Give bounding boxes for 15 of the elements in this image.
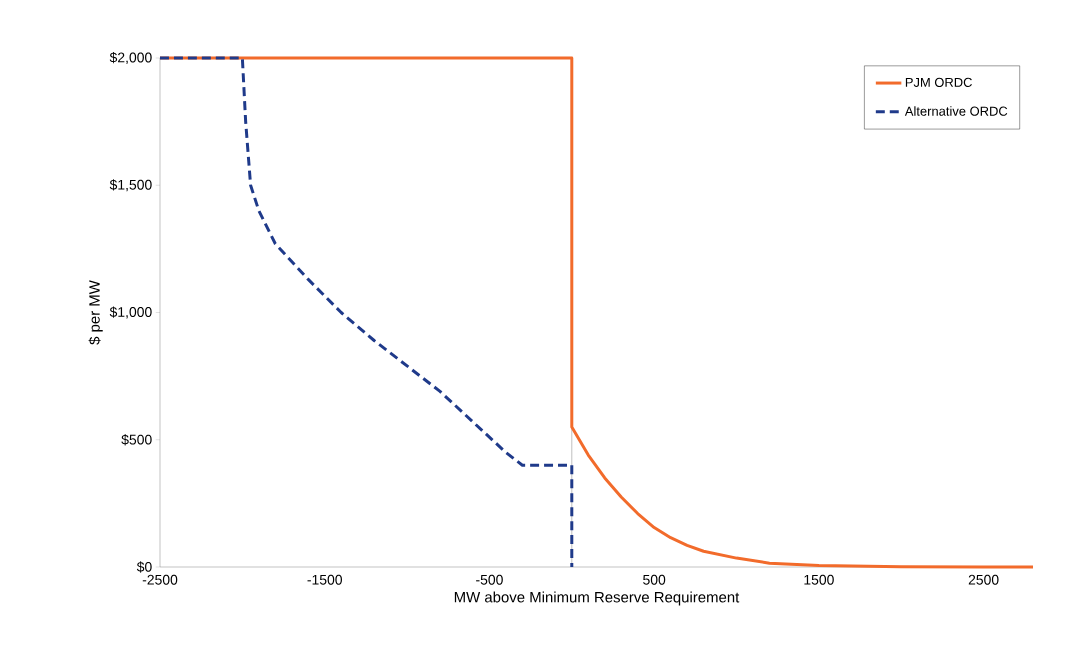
x-tick-label: 2500 [968,574,999,585]
legend-label: PJM ORDC [905,77,972,87]
y-tick-label: $1,500 [109,179,152,192]
x-tick-label: -1500 [307,574,343,585]
x-tick-label: 500 [643,574,666,585]
y-tick-label: $500 [121,434,152,446]
y-axis-title: $ per MW [88,280,103,345]
y-tick-label: $2,000 [109,51,152,65]
legend-label: Alternative ORDC [904,106,1008,116]
y-tick-label: $1,000 [109,306,152,319]
x-axis-title: MW above Minimum Reserve Requirement [454,591,740,606]
x-tick-label: -2500 [142,574,178,585]
y-tick-label: $0 [136,561,152,573]
x-tick-label: 1500 [804,574,834,585]
x-tick-label: -500 [476,574,503,585]
